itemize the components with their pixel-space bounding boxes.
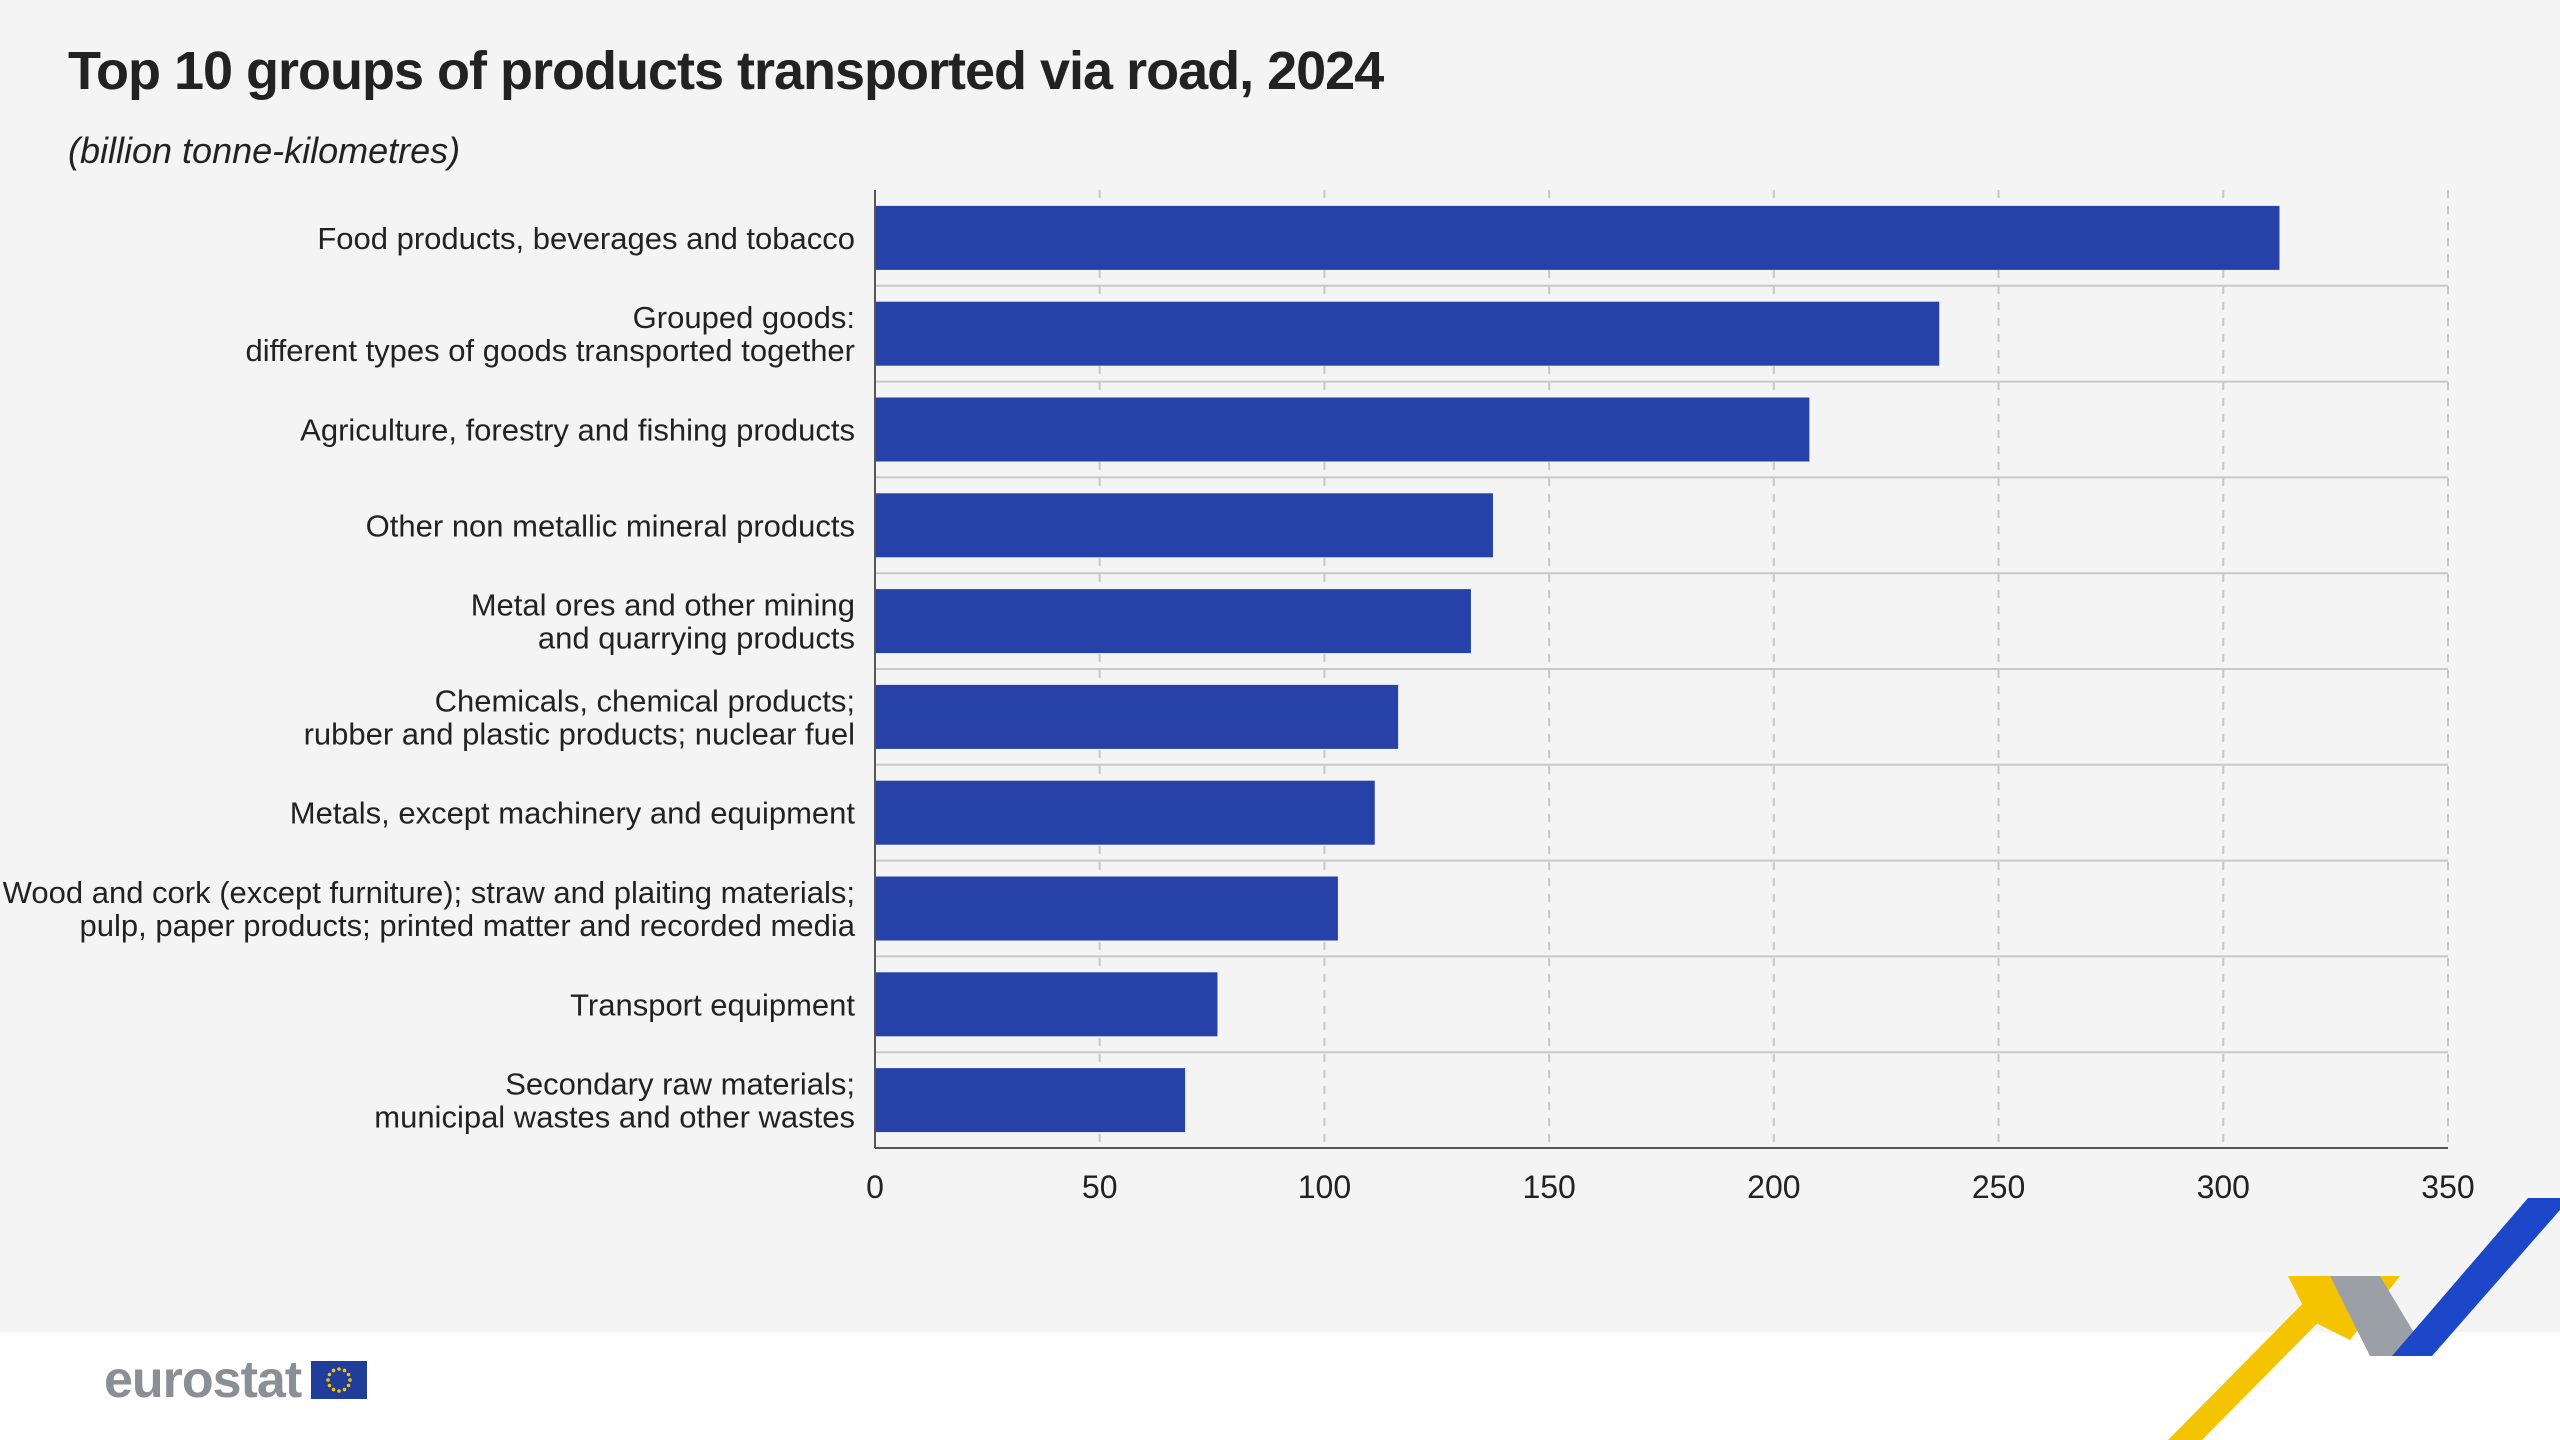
x-tick-label: 300 [2197, 1169, 2250, 1205]
category-label: and quarrying products [538, 621, 855, 656]
bar [875, 397, 1810, 462]
bar [875, 876, 1338, 941]
grey-ribbon-shape [2330, 1276, 2428, 1356]
bar [875, 1068, 1186, 1133]
x-tick-label: 350 [2421, 1169, 2474, 1205]
bar [875, 493, 1493, 558]
x-tick-label: 100 [1298, 1169, 1351, 1205]
x-tick-label: 0 [866, 1169, 884, 1205]
logo-text: eurostat [104, 1351, 302, 1409]
eurostat-logo: eurostat [104, 1350, 368, 1410]
eu-star-icon [337, 1389, 341, 1393]
eu-star-icon [346, 1372, 351, 1377]
category-label: pulp, paper products; printed matter and… [80, 908, 856, 943]
eu-star-icon [346, 1383, 351, 1388]
eu-star-icon [337, 1367, 341, 1371]
chart-subtitle: (billion tonne-kilometres) [68, 130, 461, 171]
chart-title: Top 10 groups of products transported vi… [68, 41, 1384, 101]
x-tick-label: 150 [1522, 1169, 1575, 1205]
eu-star-icon [326, 1378, 330, 1382]
eu-star-icon [342, 1387, 347, 1392]
category-label: Metals, except machinery and equipment [290, 796, 856, 831]
bar [875, 972, 1218, 1037]
x-tick-label: 50 [1082, 1169, 1118, 1205]
eu-star-icon [331, 1368, 336, 1373]
eu-star-icon [342, 1368, 347, 1373]
eu-star-icon [327, 1372, 332, 1377]
category-label: Wood and cork (except furniture); straw … [3, 875, 855, 910]
eu-star-icon [348, 1378, 352, 1382]
category-label: rubber and plastic products; nuclear fue… [304, 716, 855, 751]
blue-ribbon-shape [2392, 1198, 2560, 1356]
category-label: Secondary raw materials; [505, 1067, 855, 1102]
category-label: municipal wastes and other wastes [374, 1100, 855, 1135]
category-label: Grouped goods: [633, 300, 855, 335]
eu-flag-icon [311, 1361, 368, 1399]
category-label: Food products, beverages and tobacco [317, 221, 855, 256]
category-label: Other non metallic mineral products [366, 508, 855, 543]
bar-chart: 0 50 100 150 200 250 300 350 Food products, beve… [3, 190, 2475, 1205]
eu-star-icon [331, 1387, 336, 1392]
category-label: Agriculture, forestry and fishing produc… [300, 413, 855, 448]
bar [875, 684, 1399, 749]
category-label: different types of goods transported tog… [246, 333, 856, 368]
bar [875, 780, 1375, 845]
footer [0, 1332, 2560, 1440]
category-label: Chemicals, chemical products; [435, 683, 855, 718]
category-label: Transport equipment [570, 987, 855, 1022]
category-label: Metal ores and other mining [471, 588, 855, 623]
bar [875, 589, 1471, 654]
x-tick-label: 200 [1747, 1169, 1800, 1205]
eu-star-icon [327, 1383, 332, 1388]
bar [875, 301, 1940, 366]
bar [875, 205, 2280, 270]
x-tick-label: 250 [1972, 1169, 2025, 1205]
